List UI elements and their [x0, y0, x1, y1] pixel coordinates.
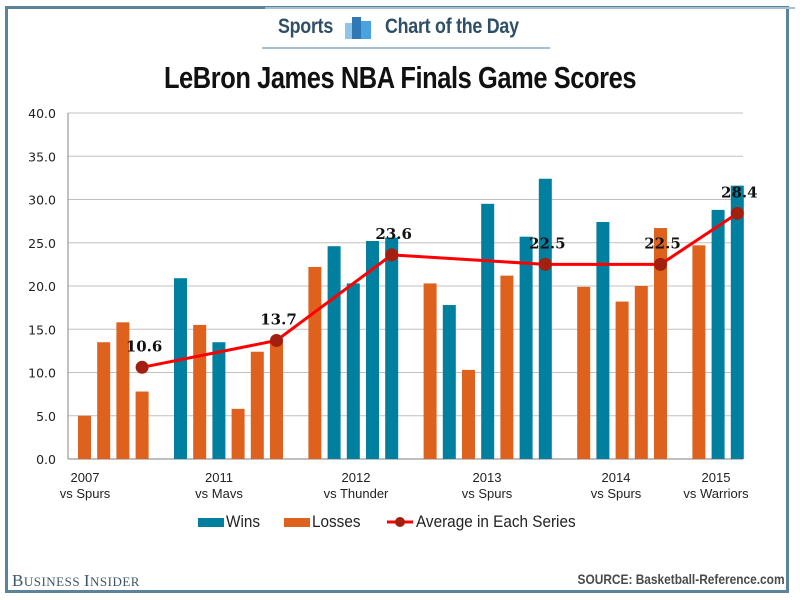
x-tick-year: 2012	[342, 470, 371, 485]
x-tick-year: 2014	[602, 470, 631, 485]
bar-win	[711, 209, 725, 459]
y-tick-label: 15.0	[28, 322, 56, 337]
y-tick-label: 5.0	[36, 409, 56, 424]
average-data-label: 22.5	[644, 234, 681, 252]
chart-title: LeBron James NBA Finals Game Scores	[163, 60, 637, 95]
header-rule	[262, 47, 550, 49]
legend-label-wins: Wins	[226, 512, 261, 531]
average-marker	[730, 206, 744, 220]
bar-loss	[692, 245, 706, 459]
x-tick-opponent: vs Spurs	[462, 486, 513, 501]
bar-loss	[250, 351, 264, 459]
header-feature: Chart of the Day	[385, 15, 519, 38]
x-tick-opponent: vs Spurs	[60, 486, 111, 501]
x-tick-year: 2013	[473, 470, 502, 485]
bar-win	[481, 203, 495, 459]
x-tick-year: 2007	[71, 470, 100, 485]
y-tick-label: 20.0	[28, 279, 56, 294]
y-tick-label: 35.0	[28, 149, 56, 164]
legend-swatch-average	[386, 517, 413, 527]
header-section: Sports	[278, 15, 334, 38]
bar-loss	[116, 322, 130, 459]
bar-win	[538, 178, 552, 460]
bar-loss	[78, 415, 91, 459]
bar-win	[519, 236, 533, 459]
bar-loss	[577, 286, 591, 459]
average-data-label: 23.6	[375, 225, 412, 243]
bar-loss	[634, 286, 648, 459]
bar-loss	[135, 391, 149, 459]
average-marker	[538, 257, 552, 271]
bar-win	[327, 246, 341, 459]
average-data-label: 13.7	[260, 310, 297, 328]
average-marker	[385, 248, 399, 262]
legend: Wins Losses Average in Each Series	[198, 510, 613, 534]
average-marker	[270, 333, 283, 347]
source-note: SOURCE: Basketball-Reference.com	[577, 571, 785, 587]
x-tick-opponent: vs Thunder	[324, 486, 389, 501]
legend-label-average: Average in Each Series	[415, 512, 576, 531]
bar-loss	[423, 283, 437, 459]
average-data-label: 22.5	[529, 234, 566, 252]
y-tick-label: 25.0	[28, 236, 56, 251]
bar-loss	[462, 369, 475, 459]
legend-label-losses: Losses	[311, 512, 361, 531]
average-line	[141, 212, 739, 369]
bar-loss	[193, 324, 207, 459]
bar-loss	[654, 228, 667, 459]
bar-loss	[615, 301, 629, 459]
legend-swatch-losses	[283, 517, 310, 527]
bar-loss	[308, 266, 322, 459]
bar-win	[346, 283, 360, 459]
bar-win	[385, 237, 399, 459]
x-tick-opponent: vs Mavs	[195, 486, 243, 501]
bar-loss	[97, 342, 111, 459]
x-tick-year: 2015	[702, 470, 731, 485]
y-tick-label: 0.0	[36, 452, 56, 467]
bar-loss	[500, 275, 514, 459]
bar-loss	[270, 341, 283, 459]
x-tick-opponent: vs Warriors	[683, 486, 749, 501]
y-tick-label: 30.0	[28, 193, 56, 208]
bar-win	[366, 241, 379, 459]
y-tick-label: 10.0	[28, 366, 56, 381]
average-marker	[654, 257, 667, 271]
y-tick-label: 40.0	[28, 106, 56, 121]
average-data-label: 28.4	[721, 183, 758, 201]
x-tick-opponent: vs Spurs	[591, 486, 642, 501]
legend-swatch-wins	[198, 517, 224, 527]
bar-chart-icon	[345, 17, 371, 39]
header-rule	[265, 7, 795, 9]
bar-loss	[231, 408, 245, 459]
bar-win	[212, 342, 226, 459]
average-data-label: 10.6	[126, 337, 163, 355]
business-insider-logo: BUSINESS INSIDER	[12, 571, 140, 590]
x-tick-year: 2011	[205, 470, 233, 485]
bar-win	[174, 278, 187, 459]
bar-win	[596, 221, 610, 459]
bar-win	[730, 185, 744, 459]
bar-win	[442, 305, 456, 459]
average-marker	[135, 360, 149, 374]
